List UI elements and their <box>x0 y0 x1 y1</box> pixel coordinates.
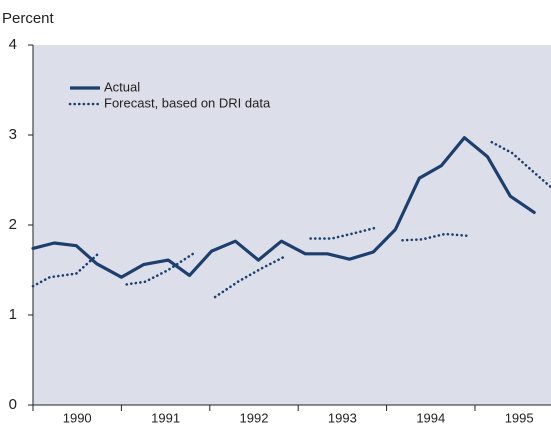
y-tick-label: 0 <box>9 396 17 413</box>
x-tick-label: 1994 <box>416 410 445 425</box>
y-tick-label: 4 <box>9 36 17 53</box>
y-tick-label: 3 <box>9 126 17 143</box>
x-tick-label: 1991 <box>151 410 180 425</box>
legend-label: Actual <box>104 79 140 94</box>
plot-area <box>33 45 551 405</box>
series-line <box>31 136 536 279</box>
y-axis-label: Percent <box>2 10 55 27</box>
y-tick-label: 1 <box>9 306 17 323</box>
x-tick-label: 1993 <box>328 410 357 425</box>
x-tick-label: 1990 <box>63 410 92 425</box>
y-tick-label: 2 <box>9 216 17 233</box>
x-tick-label: 1995 <box>505 410 534 425</box>
series-line <box>31 140 551 299</box>
legend-label: Forecast, based on DRI data <box>104 95 271 110</box>
x-tick-label: 1992 <box>240 410 269 425</box>
